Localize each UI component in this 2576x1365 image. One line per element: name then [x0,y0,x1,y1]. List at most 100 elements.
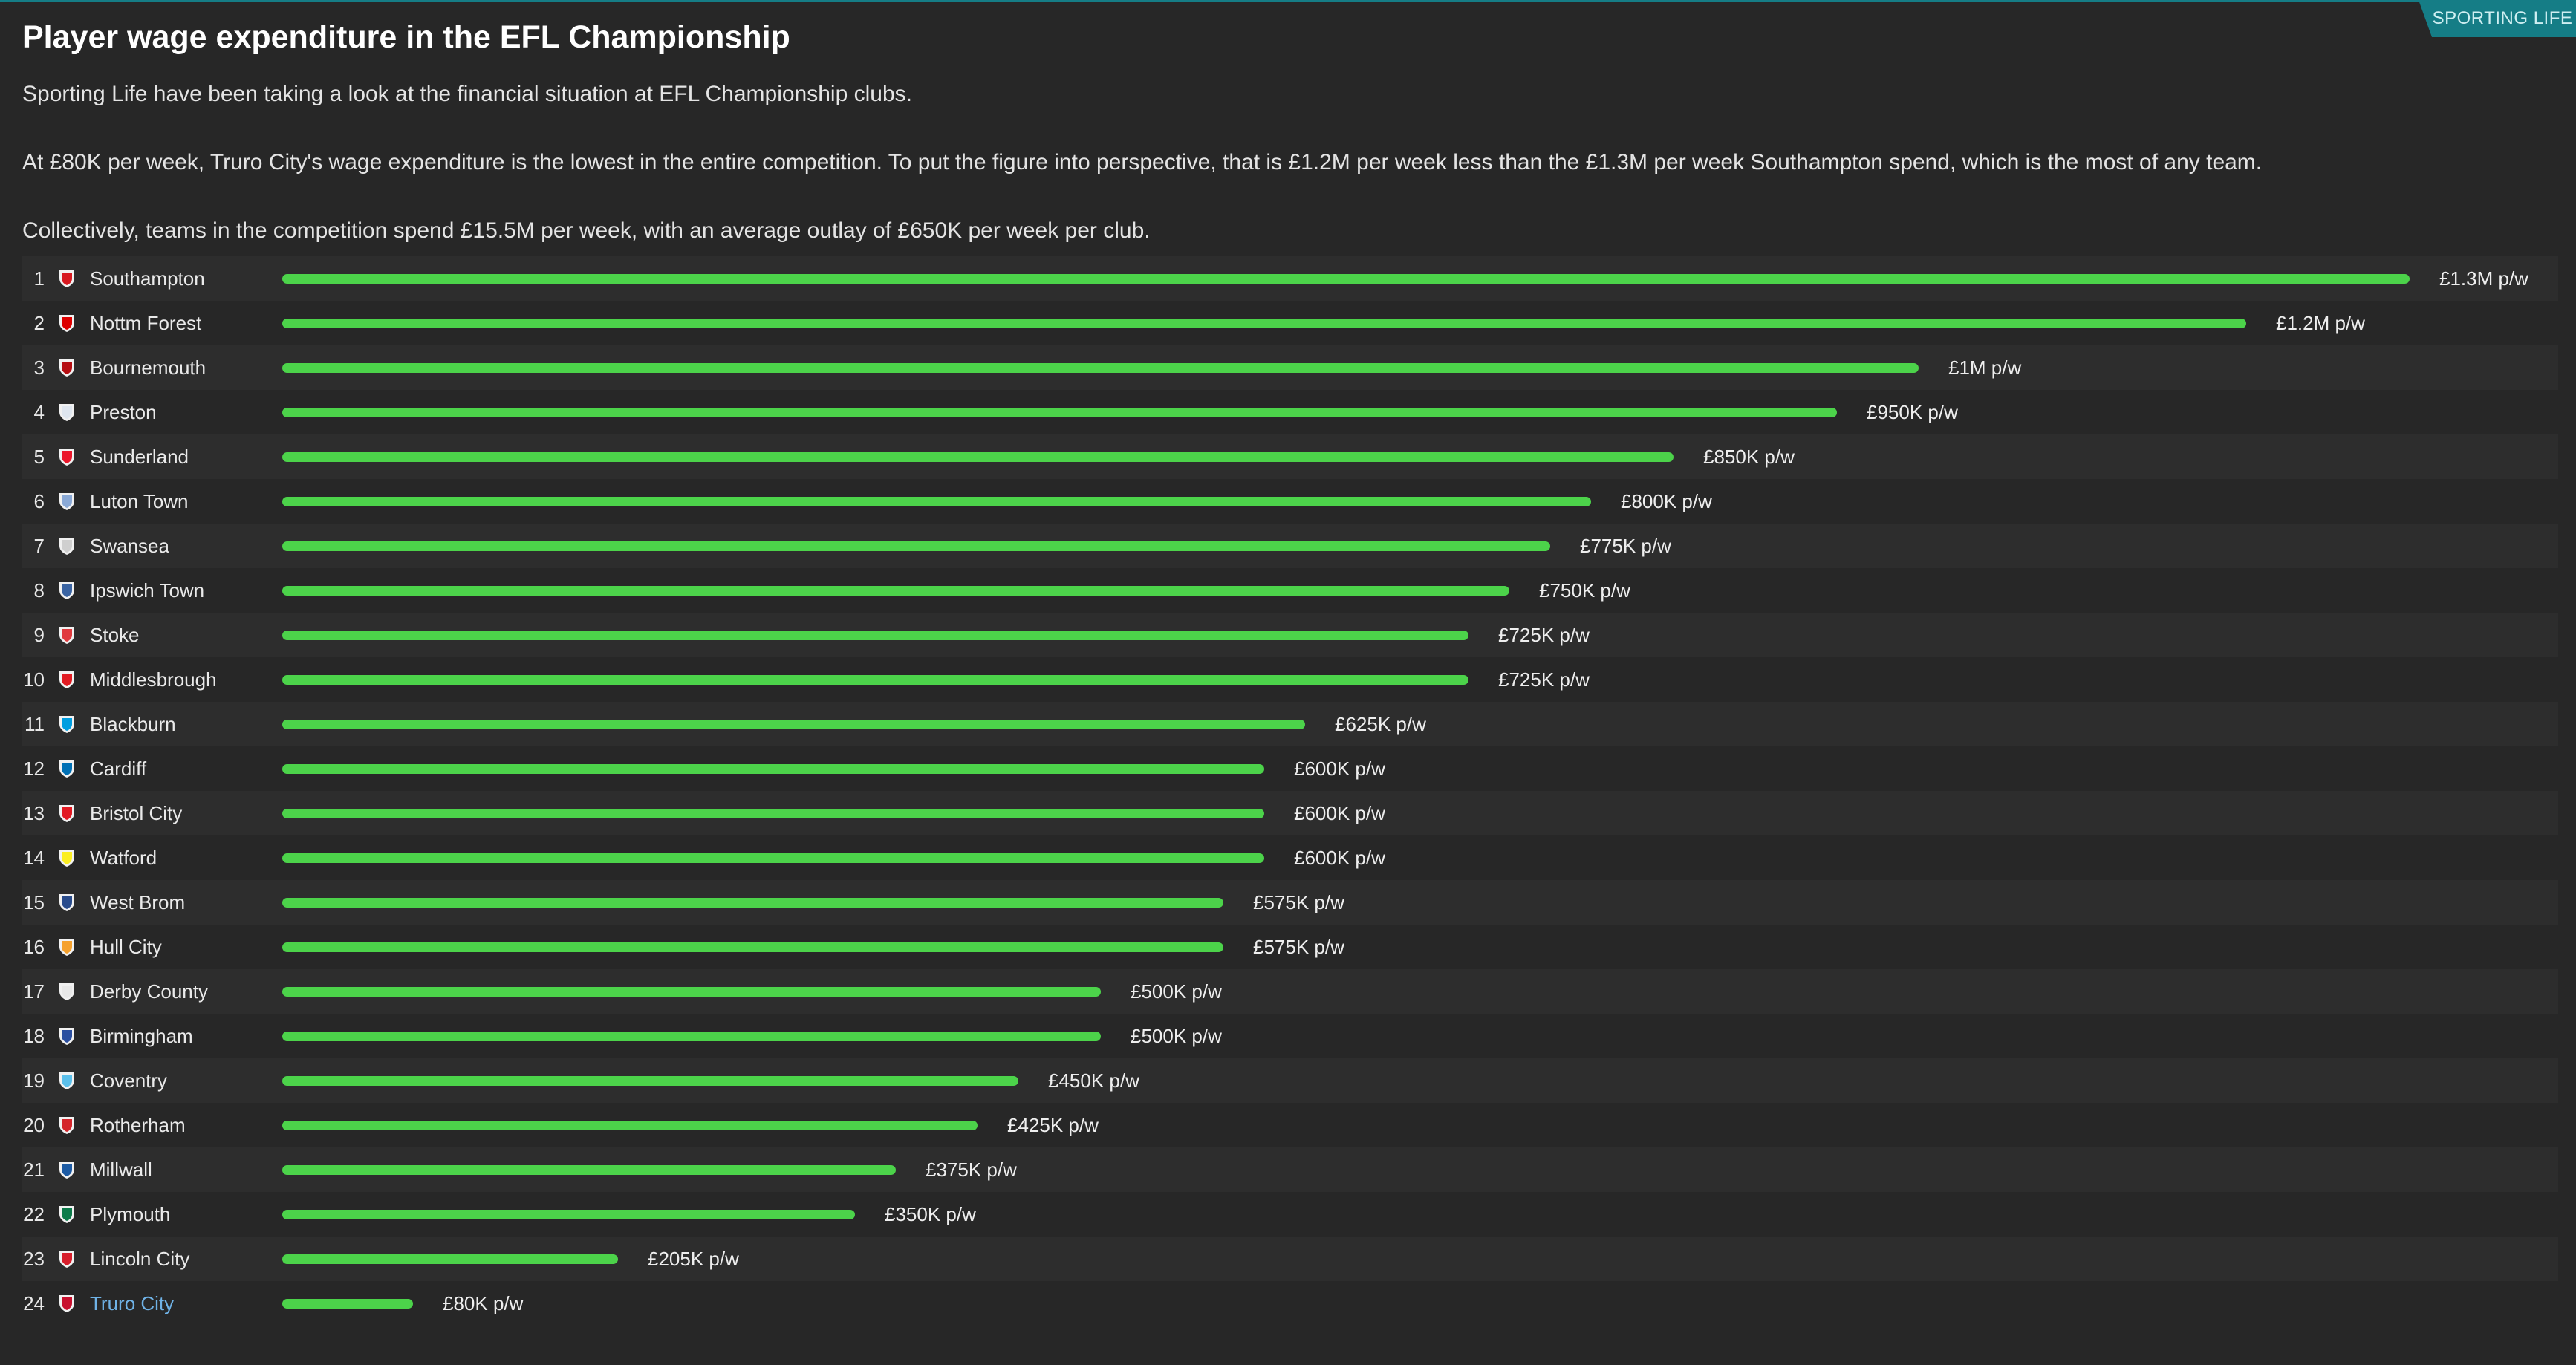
club-crest-icon [59,1028,74,1045]
team-name[interactable]: Plymouth [90,1203,171,1225]
rank-label: 18 [23,1025,45,1047]
table-row[interactable]: 15 West Brom £575K p/w [22,880,2558,925]
table-row[interactable]: 7 Swansea £775K p/w [22,524,2558,568]
wage-value-label: £205K p/w [648,1248,739,1270]
team-name[interactable]: Lincoln City [90,1248,190,1270]
rank-label: 23 [23,1248,45,1270]
table-row[interactable]: 23 Lincoln City £205K p/w [22,1237,2558,1281]
team-name[interactable]: Stoke [90,624,140,646]
team-name[interactable]: Sunderland [90,446,189,468]
rank-label: 15 [23,891,45,913]
wage-bar [282,809,1264,818]
club-crest-icon [59,1117,74,1134]
team-name[interactable]: Preston [90,401,157,423]
wage-bar [282,987,1101,997]
rank-label: 2 [33,312,45,334]
team-name[interactable]: Hull City [90,936,162,958]
wage-bar [282,1032,1101,1041]
table-row[interactable]: 5 Sunderland £850K p/w [22,434,2558,479]
table-row[interactable]: 11 Blackburn £625K p/w [22,702,2558,746]
wage-value-label: £375K p/w [926,1159,1017,1181]
club-crest-icon [59,538,74,555]
wage-value-label: £600K p/w [1294,802,1385,824]
team-name[interactable]: Luton Town [90,490,189,512]
intro-paragraph: Sporting Life have been taking a look at… [22,82,912,106]
wage-value-label: £600K p/w [1294,847,1385,869]
table-row[interactable]: 24 Truro City £80K p/w [22,1281,2558,1326]
wage-value-label: £950K p/w [1867,401,1958,423]
team-name[interactable]: West Brom [90,891,186,913]
club-crest-icon [59,404,74,421]
wage-bar [282,1210,855,1219]
table-row[interactable]: 8 Ipswich Town £750K p/w [22,568,2558,613]
wage-value-label: £800K p/w [1621,490,1712,512]
team-name[interactable]: Bournemouth [90,356,206,379]
club-crest-icon [59,894,74,911]
team-name[interactable]: Coventry [90,1069,168,1092]
club-crest-icon [59,270,74,287]
team-name[interactable]: Rotherham [90,1114,186,1136]
detail-paragraph: At £80K per week, Truro City's wage expe… [22,150,2263,175]
rank-label: 1 [33,267,45,290]
table-row[interactable]: 4 Preston £950K p/w [22,390,2558,434]
team-name[interactable]: Southampton [90,267,205,290]
team-name[interactable]: Birmingham [90,1025,193,1047]
table-row[interactable]: 1 Southampton £1.3M p/w [22,256,2558,301]
rank-label: 24 [23,1292,45,1314]
team-name[interactable]: Blackburn [90,713,176,735]
table-row[interactable]: 20 Rotherham £425K p/w [22,1103,2558,1147]
club-crest-icon [59,1162,74,1179]
team-name[interactable]: Nottm Forest [90,312,202,334]
table-row[interactable]: 19 Coventry £450K p/w [22,1058,2558,1103]
rank-label: 19 [23,1069,45,1092]
wage-bar [282,1299,413,1309]
rank-label: 21 [23,1159,45,1181]
club-crest-icon [59,627,74,644]
table-row[interactable]: 17 Derby County £500K p/w [22,969,2558,1014]
table-row[interactable]: 13 Bristol City £600K p/w [22,791,2558,835]
summary-paragraph: Collectively, teams in the competition s… [22,218,1151,243]
team-name[interactable]: Derby County [90,980,208,1003]
team-name[interactable]: Middlesbrough [90,668,217,691]
team-name[interactable]: Ipswich Town [90,579,205,602]
table-row[interactable]: 10 Middlesbrough £725K p/w [22,657,2558,702]
rank-label: 13 [23,802,45,824]
rank-label: 4 [33,401,45,423]
table-row[interactable]: 18 Birmingham £500K p/w [22,1014,2558,1058]
team-name[interactable]: Watford [90,847,157,869]
table-row[interactable]: 2 Nottm Forest £1.2M p/w [22,301,2558,345]
rank-label: 11 [25,713,45,735]
table-row[interactable]: 3 Bournemouth £1M p/w [22,345,2558,390]
club-crest-icon [59,1251,74,1268]
wage-value-label: £500K p/w [1131,1025,1222,1047]
team-name[interactable]: Bristol City [90,802,183,824]
wage-value-label: £625K p/w [1335,713,1426,735]
table-row[interactable]: 22 Plymouth £350K p/w [22,1192,2558,1237]
rank-label: 7 [33,535,45,557]
wage-bar [282,1254,618,1264]
wage-value-label: £600K p/w [1294,758,1385,780]
team-name[interactable]: Millwall [90,1159,152,1181]
wage-value-label: £850K p/w [1703,446,1795,468]
rank-label: 16 [23,936,45,958]
team-name[interactable]: Swansea [90,535,169,557]
rank-label: 17 [23,980,45,1003]
team-name[interactable]: Cardiff [90,758,147,780]
table-row[interactable]: 16 Hull City £575K p/w [22,925,2558,969]
wage-bar [282,898,1223,908]
rank-label: 12 [23,758,45,780]
table-row[interactable]: 21 Millwall £375K p/w [22,1147,2558,1192]
table-row[interactable]: 6 Luton Town £800K p/w [22,479,2558,524]
table-row[interactable]: 12 Cardiff £600K p/w [22,746,2558,791]
wage-value-label: £725K p/w [1498,624,1590,646]
wage-value-label: £425K p/w [1007,1114,1099,1136]
club-crest-icon [59,850,74,867]
club-crest-icon [59,1206,74,1223]
wage-bar [282,497,1591,506]
wage-value-label: £575K p/w [1253,891,1344,913]
wage-value-label: £350K p/w [885,1203,976,1225]
table-row[interactable]: 14 Watford £600K p/w [22,835,2558,880]
table-row[interactable]: 9 Stoke £725K p/w [22,613,2558,657]
wage-bar [282,452,1674,462]
team-name[interactable]: Truro City [90,1292,175,1314]
